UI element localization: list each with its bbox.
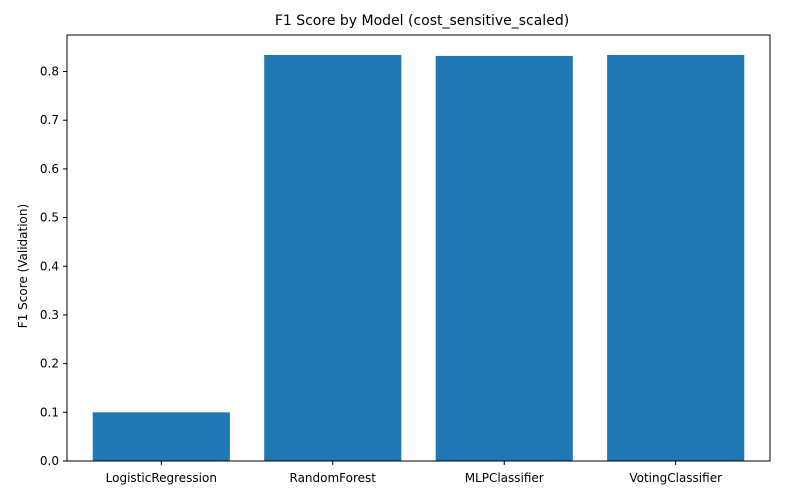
y-tick-label: 0.4	[40, 259, 59, 273]
plot-frame	[66, 34, 771, 462]
y-tick-label: 0.5	[40, 211, 59, 225]
chart-title: F1 Score by Model (cost_sensitive_scaled…	[275, 13, 569, 29]
bars-group	[92, 54, 745, 462]
y-axis-title: F1 Score (Validation)	[16, 204, 30, 328]
x-tick-label: VotingClassifier	[629, 471, 722, 485]
x-axis-ticks: LogisticRegression RandomForest MLPClassif…	[106, 461, 722, 485]
x-tick-label: RandomForest	[290, 471, 377, 485]
y-tick-label: 0.1	[40, 405, 59, 419]
x-tick-label: MLPClassifier	[465, 471, 544, 485]
bar-votingclassifier	[607, 54, 745, 461]
y-tick-label: 0.2	[40, 357, 59, 371]
y-tick-label: 0.6	[40, 162, 59, 176]
x-tick-label: LogisticRegression	[106, 471, 217, 485]
y-tick-label: 0.3	[40, 308, 59, 322]
bar-randomforest	[264, 54, 402, 461]
y-tick-label: 0.8	[40, 65, 59, 79]
y-tick-label: 0.7	[40, 113, 59, 127]
bar-mlpclassifier	[435, 55, 573, 462]
y-tick-label: 0.0	[40, 454, 59, 468]
bar-logisticregression	[92, 412, 230, 461]
y-axis-ticks: 0.0 0.1 0.2 0.3 0.4 0.5 0.6 0.7 0.8	[40, 65, 67, 468]
